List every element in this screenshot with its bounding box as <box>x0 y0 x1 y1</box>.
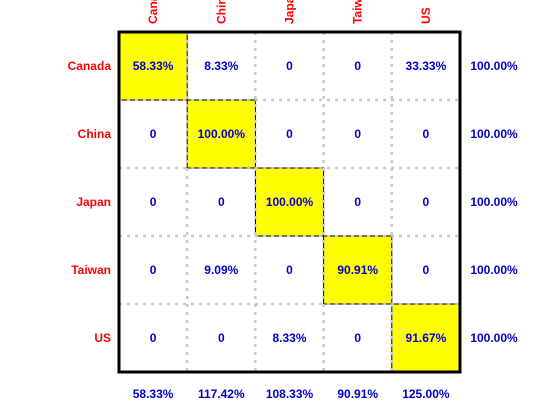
row-label: US <box>94 331 111 345</box>
cell-value: 0 <box>354 59 361 73</box>
matrix-frame <box>117 30 462 374</box>
matrix-labels: 58.33% 8.33% 0 0 33.33% 0 100.00% 0 0 0 0 0 100.00% 0… <box>68 0 518 401</box>
cell-value: 0 <box>150 263 157 277</box>
cell-value: 0 <box>354 127 361 141</box>
column-label: Canada <box>146 0 160 24</box>
column-label: China <box>214 0 228 24</box>
column-label: Taiwan <box>351 0 365 24</box>
diagonal-highlight-cell <box>323 235 393 305</box>
column-label: US <box>419 7 433 24</box>
column-total: 108.33% <box>266 387 314 401</box>
matrix-grid <box>119 32 460 372</box>
cell-value: 33.33% <box>406 59 447 73</box>
column-total: 58.33% <box>133 387 174 401</box>
cell-value: 0 <box>423 195 430 209</box>
cell-value: 8.33% <box>204 59 238 73</box>
column-total: 117.42% <box>198 387 245 401</box>
cell-value: 0 <box>423 263 430 277</box>
row-total: 100.00% <box>470 331 518 345</box>
column-total: 90.91% <box>337 387 378 401</box>
column-labels: Canada China Japan Taiwan US <box>146 0 433 24</box>
cell-value: 90.91% <box>337 263 378 277</box>
cell-value: 0 <box>286 127 293 141</box>
cell-value: 8.33% <box>272 331 306 345</box>
diagonal-highlight-cell <box>186 99 256 169</box>
row-label: Canada <box>68 59 112 73</box>
row-label: Taiwan <box>71 263 111 277</box>
cell-value: 9.09% <box>204 263 238 277</box>
row-total: 100.00% <box>470 127 518 141</box>
cell-value: 0 <box>150 127 157 141</box>
cell-value: 0 <box>150 331 157 345</box>
column-label: Japan <box>283 0 297 24</box>
cell-value: 0 <box>150 195 157 209</box>
row-total: 100.00% <box>470 59 518 73</box>
diagonal-highlight-cell <box>118 31 188 101</box>
cell-value: 0 <box>286 263 293 277</box>
row-total: 100.00% <box>470 195 518 209</box>
cell-value: 100.00% <box>198 127 246 141</box>
cell-value: 0 <box>354 331 361 345</box>
row-total: 100.00% <box>470 263 518 277</box>
cell-value: 0 <box>218 331 225 345</box>
cell-value: 100.00% <box>266 195 314 209</box>
cell-value: 0 <box>423 127 430 141</box>
cell-value: 91.67% <box>406 331 447 345</box>
column-total: 125.00% <box>402 387 450 401</box>
cell-value: 0 <box>354 195 361 209</box>
cell-value: 0 <box>218 195 225 209</box>
cell-value: 0 <box>286 59 293 73</box>
row-label: China <box>78 127 112 141</box>
row-label: Japan <box>76 195 111 209</box>
cell-value: 58.33% <box>133 59 174 73</box>
